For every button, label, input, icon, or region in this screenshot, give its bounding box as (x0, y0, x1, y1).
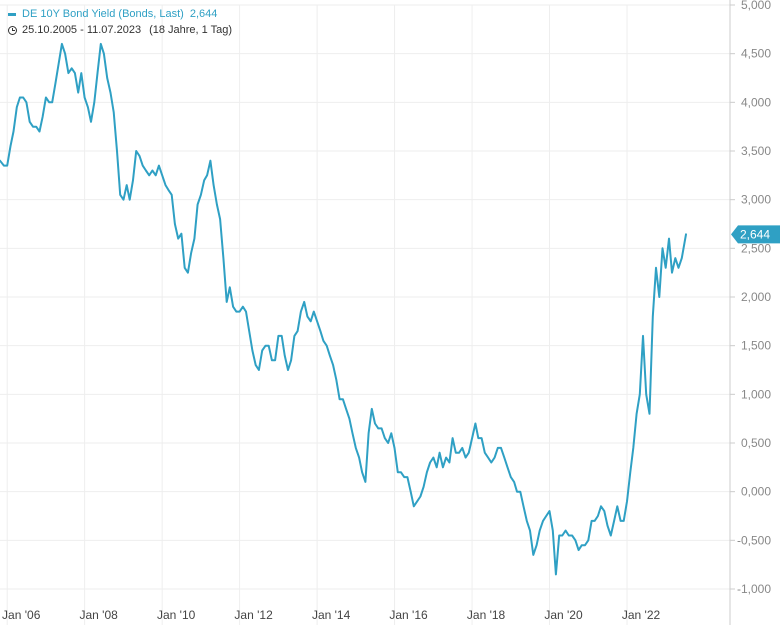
x-tick-label: Jan '08 (79, 608, 118, 622)
series-lines (0, 42, 687, 576)
x-tick-label: Jan '22 (622, 608, 661, 622)
legend-date-range: 25.10.2005 - 11.07.2023 (22, 24, 142, 36)
x-tick-label: Jan '10 (157, 608, 196, 622)
y-axis: 5,000 4,500 4,000 3,500 3,000 2,500 2,000 1,500… (729, 0, 771, 625)
y-tick-label: 0,000 (741, 485, 771, 499)
series-swatch-icon (8, 13, 16, 16)
y-tick-label: 2,500 (741, 241, 771, 255)
last-value-label: 2,644 (740, 227, 770, 241)
y-tick-label: 1,000 (741, 387, 771, 401)
legend-series-name: DE 10Y Bond Yield (Bonds, Last) (22, 8, 184, 20)
x-tick-label: Jan '18 (467, 608, 506, 622)
x-tick-label: Jan '16 (389, 608, 428, 622)
chart-legend: DE 10Y Bond Yield (Bonds, Last) 2,644 25… (8, 6, 232, 38)
x-axis: Jan '06 Jan '08 Jan '10 Jan '12 Jan '14 Jan '… (0, 588, 730, 625)
legend-last-value: 2,644 (189, 8, 218, 20)
x-tick-label: Jan '12 (234, 608, 273, 622)
y-tick-label: 4,000 (741, 95, 771, 109)
x-tick-label: Jan '20 (544, 608, 583, 622)
y-tick-label: 5,000 (741, 0, 771, 12)
legend-duration: (18 Jahre, 1 Tag) (149, 24, 233, 36)
x-tick-label: Jan '14 (312, 608, 351, 622)
y-tick-label: 1,500 (741, 339, 771, 353)
legend-series-row[interactable]: DE 10Y Bond Yield (Bonds, Last) 2,644 (8, 6, 232, 22)
series-line (0, 42, 687, 576)
y-tick-label: 3,500 (741, 144, 771, 158)
y-tick-label: 3,000 (741, 193, 771, 207)
x-tick-label: Jan '06 (2, 608, 41, 622)
y-tick-label: 0,500 (741, 436, 771, 450)
legend-range-row[interactable]: 25.10.2005 - 11.07.2023 (18 Jahre, 1 Tag… (8, 22, 232, 38)
clock-icon (8, 25, 17, 35)
last-value-marker: 2,644 (731, 225, 780, 244)
y-tick-label: -1,000 (737, 582, 771, 596)
y-tick-label: 4,500 (741, 47, 771, 61)
last-value-badge (731, 225, 780, 244)
y-tick-label: 2,000 (741, 290, 771, 304)
y-tick-label: -0,500 (737, 533, 771, 547)
